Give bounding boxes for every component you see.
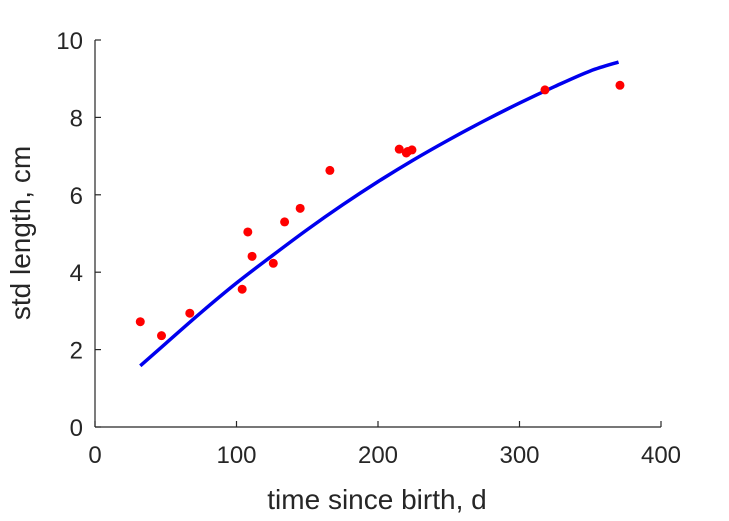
data-point	[237, 284, 247, 294]
y-tick-label: 0	[70, 415, 83, 442]
data-point	[243, 227, 253, 237]
y-tick-label: 6	[70, 183, 83, 210]
data-point	[325, 165, 335, 175]
data-point	[268, 258, 278, 268]
y-tick-label: 10	[56, 28, 83, 55]
x-tick-label: 100	[216, 442, 256, 469]
y-axis-title: std length, cm	[5, 146, 36, 320]
chart-marks	[135, 60, 625, 368]
data-point	[615, 80, 625, 90]
data-point	[157, 331, 167, 341]
x-tick-label: 400	[641, 442, 681, 469]
y-tick-label: 8	[70, 105, 83, 132]
data-point	[135, 317, 145, 327]
data-point	[394, 144, 404, 154]
data-point	[247, 251, 257, 261]
axes: 0 100 200 300 400 0 2 4 6 8 10	[56, 28, 681, 469]
x-tick-label: 300	[499, 442, 539, 469]
data-point	[295, 203, 305, 213]
data-point	[407, 145, 417, 155]
fit-curve-line	[139, 60, 620, 368]
x-tick-label: 200	[358, 442, 398, 469]
y-tick-label: 4	[70, 260, 83, 287]
y-tick-label: 2	[70, 338, 83, 365]
data-point	[280, 217, 290, 227]
x-axis-title: time since birth, d	[267, 484, 486, 515]
data-point	[185, 308, 195, 318]
x-tick-label: 0	[88, 442, 101, 469]
data-point	[540, 85, 550, 95]
